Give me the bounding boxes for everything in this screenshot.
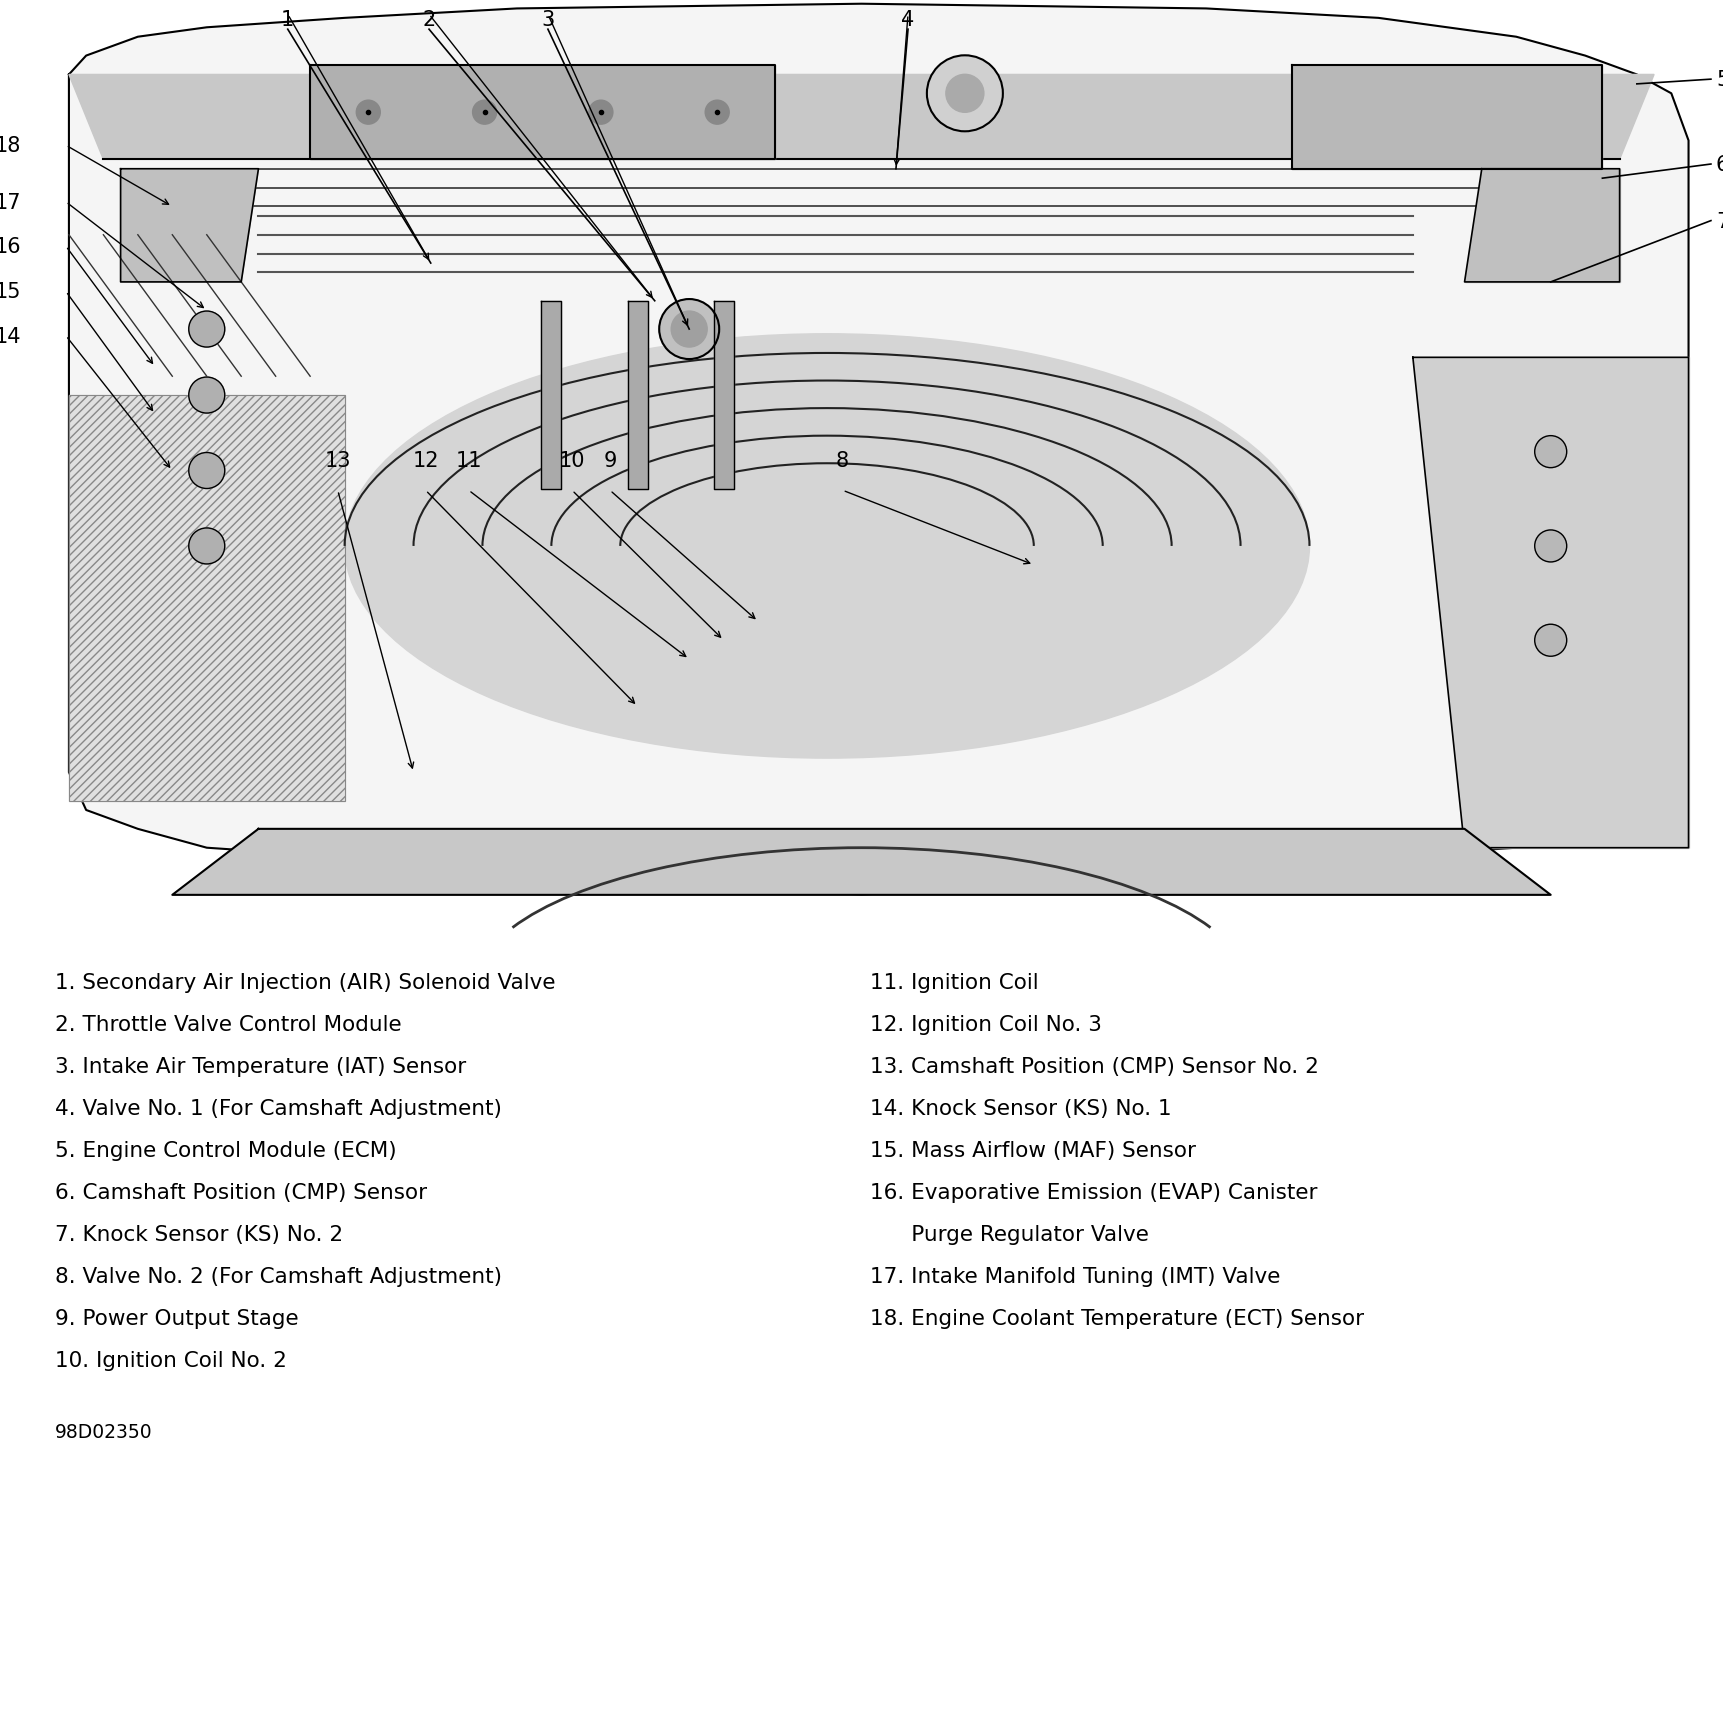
Text: 6: 6 bbox=[1716, 156, 1723, 175]
Text: 11. Ignition Coil: 11. Ignition Coil bbox=[870, 972, 1039, 993]
Polygon shape bbox=[1292, 66, 1602, 170]
Text: 10. Ignition Coil No. 2: 10. Ignition Coil No. 2 bbox=[55, 1349, 286, 1370]
Text: 15: 15 bbox=[0, 282, 21, 303]
Text: 11: 11 bbox=[455, 452, 482, 471]
Circle shape bbox=[190, 377, 224, 413]
Circle shape bbox=[190, 453, 224, 490]
Circle shape bbox=[660, 299, 718, 360]
Text: 7: 7 bbox=[1716, 211, 1723, 232]
Circle shape bbox=[927, 57, 1003, 131]
Text: 98D02350: 98D02350 bbox=[55, 1422, 153, 1441]
Polygon shape bbox=[69, 76, 1654, 161]
Text: 7. Knock Sensor (KS) No. 2: 7. Knock Sensor (KS) No. 2 bbox=[55, 1225, 343, 1244]
Text: 9. Power Output Stage: 9. Power Output Stage bbox=[55, 1308, 298, 1329]
Circle shape bbox=[672, 311, 706, 348]
Circle shape bbox=[946, 76, 984, 112]
Text: 12. Ignition Coil No. 3: 12. Ignition Coil No. 3 bbox=[870, 1014, 1103, 1035]
Text: 17. Intake Manifold Tuning (IMT) Valve: 17. Intake Manifold Tuning (IMT) Valve bbox=[870, 1266, 1280, 1287]
Circle shape bbox=[1535, 436, 1566, 469]
Text: 13. Camshaft Position (CMP) Sensor No. 2: 13. Camshaft Position (CMP) Sensor No. 2 bbox=[870, 1057, 1318, 1076]
Polygon shape bbox=[69, 5, 1689, 896]
Text: 13: 13 bbox=[324, 452, 351, 471]
Polygon shape bbox=[1413, 358, 1689, 848]
Circle shape bbox=[472, 100, 496, 125]
Bar bbox=[69, 396, 345, 801]
Text: 17: 17 bbox=[0, 192, 21, 213]
Text: 12: 12 bbox=[412, 452, 439, 471]
Text: 9: 9 bbox=[603, 452, 617, 471]
Polygon shape bbox=[69, 396, 345, 801]
Polygon shape bbox=[1465, 170, 1620, 282]
Circle shape bbox=[1535, 625, 1566, 657]
Text: 1: 1 bbox=[281, 10, 295, 29]
Text: 3: 3 bbox=[541, 10, 555, 29]
Text: 8. Valve No. 2 (For Camshaft Adjustment): 8. Valve No. 2 (For Camshaft Adjustment) bbox=[55, 1266, 501, 1287]
Polygon shape bbox=[121, 170, 258, 282]
Circle shape bbox=[589, 100, 613, 125]
Text: 2: 2 bbox=[422, 10, 436, 29]
Text: 10: 10 bbox=[558, 452, 586, 471]
Text: 16. Evaporative Emission (EVAP) Canister: 16. Evaporative Emission (EVAP) Canister bbox=[870, 1182, 1318, 1202]
Text: 18: 18 bbox=[0, 137, 21, 156]
Polygon shape bbox=[310, 66, 775, 161]
Text: 14. Knock Sensor (KS) No. 1: 14. Knock Sensor (KS) No. 1 bbox=[870, 1099, 1172, 1118]
Text: 3. Intake Air Temperature (IAT) Sensor: 3. Intake Air Temperature (IAT) Sensor bbox=[55, 1057, 467, 1076]
Circle shape bbox=[1535, 531, 1566, 562]
Text: 8: 8 bbox=[836, 452, 849, 471]
Circle shape bbox=[357, 100, 381, 125]
Ellipse shape bbox=[345, 334, 1309, 759]
Text: 18. Engine Coolant Temperature (ECT) Sensor: 18. Engine Coolant Temperature (ECT) Sen… bbox=[870, 1308, 1365, 1329]
Text: 15. Mass Airflow (MAF) Sensor: 15. Mass Airflow (MAF) Sensor bbox=[870, 1140, 1196, 1161]
Text: 5. Engine Control Module (ECM): 5. Engine Control Module (ECM) bbox=[55, 1140, 396, 1161]
Text: 4: 4 bbox=[901, 10, 915, 29]
Polygon shape bbox=[172, 829, 1551, 896]
Polygon shape bbox=[713, 301, 734, 490]
Text: 6. Camshaft Position (CMP) Sensor: 6. Camshaft Position (CMP) Sensor bbox=[55, 1182, 427, 1202]
Text: Purge Regulator Valve: Purge Regulator Valve bbox=[870, 1225, 1149, 1244]
Bar bbox=[0, 0, 1723, 943]
Text: 1. Secondary Air Injection (AIR) Solenoid Valve: 1. Secondary Air Injection (AIR) Solenoi… bbox=[55, 972, 555, 993]
Text: 5: 5 bbox=[1716, 71, 1723, 90]
Text: 2. Throttle Valve Control Module: 2. Throttle Valve Control Module bbox=[55, 1014, 401, 1035]
Circle shape bbox=[705, 100, 729, 125]
Text: 4. Valve No. 1 (For Camshaft Adjustment): 4. Valve No. 1 (For Camshaft Adjustment) bbox=[55, 1099, 501, 1118]
Circle shape bbox=[190, 529, 224, 564]
Circle shape bbox=[190, 311, 224, 348]
Polygon shape bbox=[627, 301, 648, 490]
Polygon shape bbox=[541, 301, 562, 490]
Text: 16: 16 bbox=[0, 237, 21, 258]
Text: 14: 14 bbox=[0, 327, 21, 346]
